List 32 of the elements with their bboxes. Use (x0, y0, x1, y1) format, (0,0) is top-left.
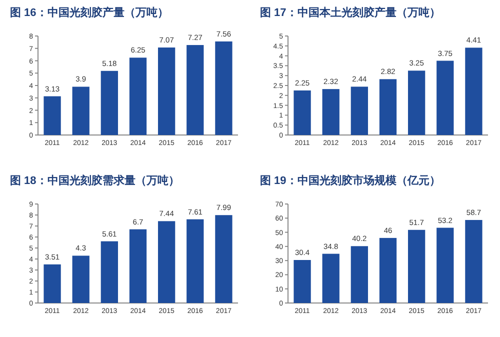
bar (72, 256, 90, 303)
bar (465, 48, 482, 135)
bar (44, 96, 61, 135)
bar (215, 41, 232, 135)
chart-title: 图 18：中国光刻胶需求量（万吨） (10, 174, 180, 187)
bar (408, 230, 426, 303)
bar (44, 264, 61, 303)
bar (215, 215, 232, 303)
bar (294, 260, 311, 303)
bar (408, 70, 426, 135)
bar (186, 219, 204, 303)
bar (100, 70, 118, 135)
bar (186, 45, 204, 135)
chart-title: 图 16：中国光刻胶产量（万吨） (10, 6, 168, 19)
bar (158, 221, 176, 303)
bar (322, 254, 340, 303)
bar (350, 86, 368, 135)
bar (379, 79, 397, 135)
bar (350, 246, 368, 303)
bar (379, 238, 397, 303)
bar (129, 229, 147, 303)
bar (465, 220, 482, 303)
bar (436, 228, 454, 303)
bar (158, 48, 176, 135)
bar (100, 241, 118, 303)
bar (322, 89, 340, 135)
chart-title: 图 19：中国光刻胶市场规模（亿元） (260, 174, 440, 187)
chart-title: 图 17：中国本土光刻胶产量（万吨） (260, 6, 440, 19)
bar (72, 86, 90, 135)
bar (436, 60, 454, 135)
bar (129, 58, 147, 135)
bar (294, 90, 311, 135)
